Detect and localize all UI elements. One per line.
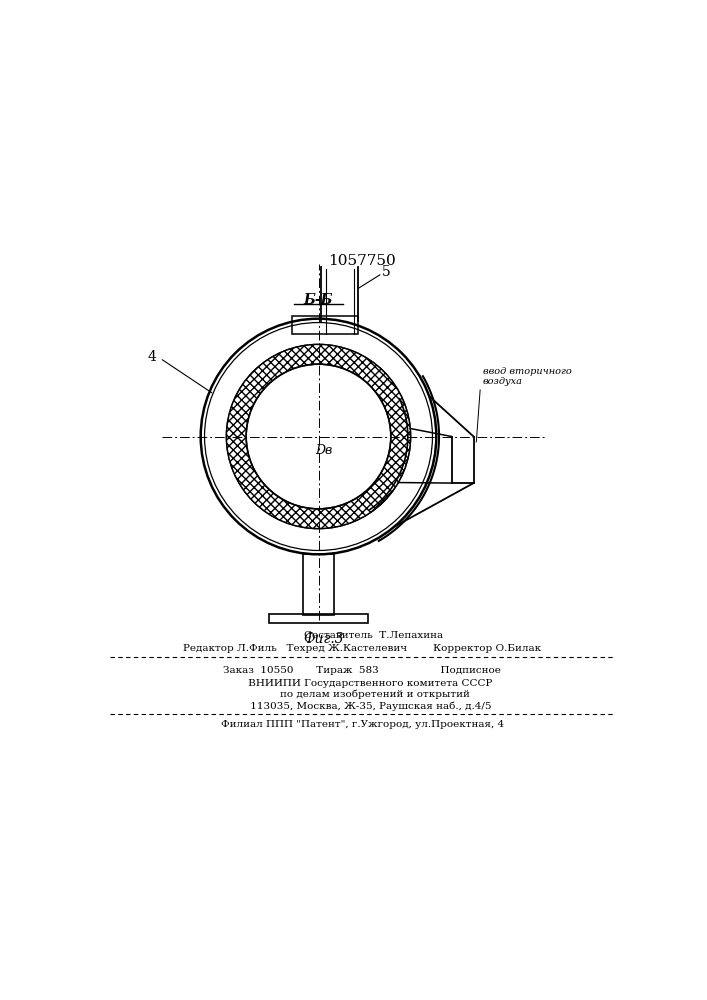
Bar bbox=[269, 614, 368, 623]
Bar bbox=[292, 316, 358, 334]
Text: Филиал ППП "Патент", г.Ужгород, ул.Проектная, 4: Филиал ППП "Патент", г.Ужгород, ул.Проек… bbox=[221, 720, 504, 729]
Text: Заказ  10550       Тираж  583                   Подписное: Заказ 10550 Тираж 583 Подписное bbox=[223, 666, 501, 675]
Text: 5: 5 bbox=[382, 265, 391, 279]
Text: Фиг.3: Фиг.3 bbox=[304, 632, 344, 646]
Text: Dв: Dв bbox=[315, 444, 332, 457]
Text: 4: 4 bbox=[148, 350, 157, 364]
Text: по делам изобретений и открытий: по делам изобретений и открытий bbox=[255, 690, 470, 699]
Bar bbox=[303, 554, 334, 615]
Text: Б-Б: Б-Б bbox=[304, 293, 333, 307]
Text: Составитель  Т.Лепахина: Составитель Т.Лепахина bbox=[304, 631, 443, 640]
Text: 1057750: 1057750 bbox=[329, 254, 396, 268]
Text: Редактор Л.Филь   Техред Ж.Кастелевич        Корректор О.Билак: Редактор Л.Филь Техред Ж.Кастелевич Корр… bbox=[183, 644, 542, 653]
Text: ВНИИПИ Государственного комитета СССР: ВНИИПИ Государственного комитета СССР bbox=[232, 679, 493, 688]
Text: 113035, Москва, Ж-35, Раушская наб., д.4/5: 113035, Москва, Ж-35, Раушская наб., д.4… bbox=[233, 701, 491, 711]
Text: ввод вторичного
воздуха: ввод вторичного воздуха bbox=[483, 367, 572, 386]
